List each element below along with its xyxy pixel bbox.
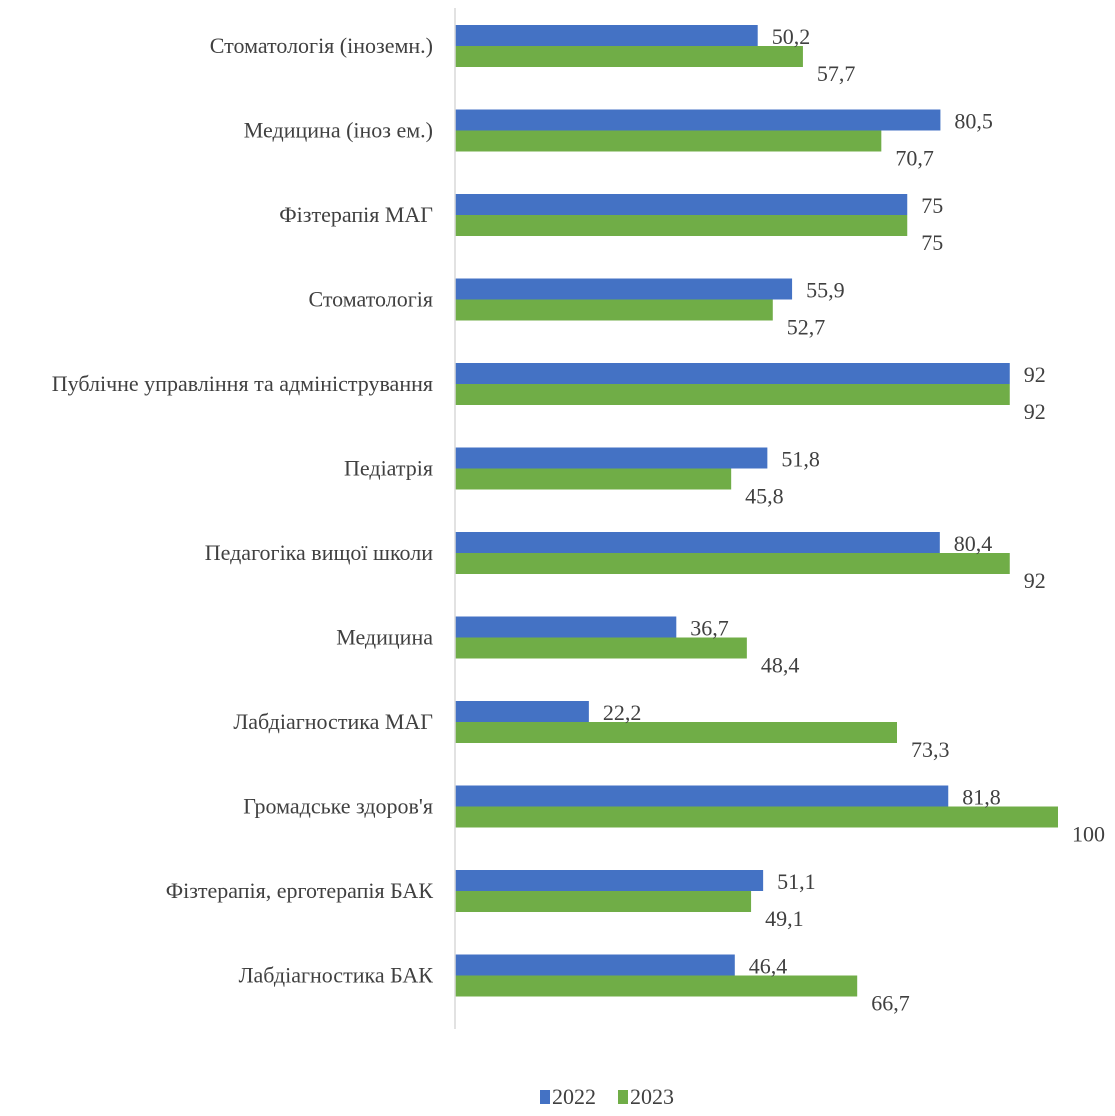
legend-label-2022: 2022 bbox=[552, 1084, 596, 1109]
data-label-2023: 66,7 bbox=[871, 991, 910, 1016]
bar-2023 bbox=[455, 468, 732, 490]
bar-2022 bbox=[455, 25, 758, 46]
data-label-2022: 92 bbox=[1024, 362, 1046, 387]
data-label-2023: 73,3 bbox=[911, 737, 950, 762]
bar-2022 bbox=[455, 278, 793, 300]
bar-2023 bbox=[455, 553, 1010, 574]
data-label-2023: 48,4 bbox=[761, 653, 800, 678]
category-label: Медицина bbox=[336, 625, 433, 650]
data-label-2022: 46,4 bbox=[749, 954, 788, 979]
data-label-2022: 51,8 bbox=[781, 447, 820, 472]
category-label: Фізтерапія, ерготерапія БАК bbox=[166, 878, 434, 903]
bars-layer bbox=[455, 25, 1058, 997]
data-label-2023: 92 bbox=[1024, 399, 1046, 424]
legend: 2022 2023 bbox=[540, 1084, 674, 1109]
bar-2023 bbox=[455, 975, 858, 997]
bar-2023 bbox=[455, 722, 897, 743]
data-label-2022: 80,5 bbox=[954, 109, 993, 134]
bar-2023 bbox=[455, 806, 1058, 828]
data-label-2022: 22,2 bbox=[603, 700, 642, 725]
category-label: Лабдіагностика МАГ bbox=[233, 709, 433, 734]
category-label: Стоматологія (іноземн.) bbox=[210, 33, 433, 58]
bar-2022 bbox=[455, 616, 677, 638]
legend-swatch-2023 bbox=[618, 1090, 628, 1104]
bar-2022 bbox=[455, 954, 735, 976]
data-label-2022: 50,2 bbox=[772, 24, 811, 49]
category-label: Лабдіагностика БАК bbox=[239, 963, 434, 988]
data-label-2023: 45,8 bbox=[745, 484, 784, 509]
data-label-2023: 70,7 bbox=[895, 146, 934, 171]
category-label: Медицина (іноз ем.) bbox=[244, 118, 433, 143]
data-label-2023: 92 bbox=[1024, 568, 1046, 593]
bar-2023 bbox=[455, 130, 882, 152]
bar-2022 bbox=[455, 109, 941, 131]
data-label-2022: 55,9 bbox=[806, 278, 845, 303]
bar-2023 bbox=[455, 215, 908, 236]
data-label-2022: 36,7 bbox=[690, 616, 729, 641]
bar-2022 bbox=[455, 363, 1010, 384]
bar-2022 bbox=[455, 870, 764, 891]
category-label: Громадське здоров'я bbox=[243, 794, 433, 819]
bar-2023 bbox=[455, 46, 803, 67]
data-label-2023: 100 bbox=[1072, 822, 1105, 847]
data-label-2022: 75 bbox=[921, 193, 943, 218]
bar-2023 bbox=[455, 384, 1010, 405]
bar-2023 bbox=[455, 891, 752, 912]
data-label-2023: 57,7 bbox=[817, 61, 856, 86]
data-label-2022: 80,4 bbox=[954, 531, 993, 556]
labels-layer: Стоматологія (іноземн.) 50,257,7 Медицина … bbox=[52, 24, 1105, 1016]
data-label-2023: 49,1 bbox=[765, 906, 804, 931]
category-label: Публічне управління та адміністрування bbox=[52, 371, 433, 396]
bar-2022 bbox=[455, 532, 940, 553]
category-label: Педіатрія bbox=[344, 456, 433, 481]
category-label: Педагогіка вищої школи bbox=[205, 540, 433, 565]
data-label-2022: 81,8 bbox=[962, 785, 1001, 810]
bar-2022 bbox=[455, 447, 768, 469]
bar-2023 bbox=[455, 637, 747, 659]
bar-2022 bbox=[455, 701, 589, 722]
legend-swatch-2022 bbox=[540, 1090, 550, 1104]
data-label-2023: 52,7 bbox=[787, 315, 826, 340]
category-label: Стоматологія bbox=[308, 287, 433, 312]
category-label: Фізтерапія МАГ bbox=[279, 202, 433, 227]
bar-2022 bbox=[455, 785, 949, 807]
bar-2023 bbox=[455, 299, 773, 321]
data-label-2023: 75 bbox=[921, 230, 943, 255]
legend-label-2023: 2023 bbox=[630, 1084, 674, 1109]
bar-2022 bbox=[455, 194, 908, 215]
data-label-2022: 51,1 bbox=[777, 869, 816, 894]
